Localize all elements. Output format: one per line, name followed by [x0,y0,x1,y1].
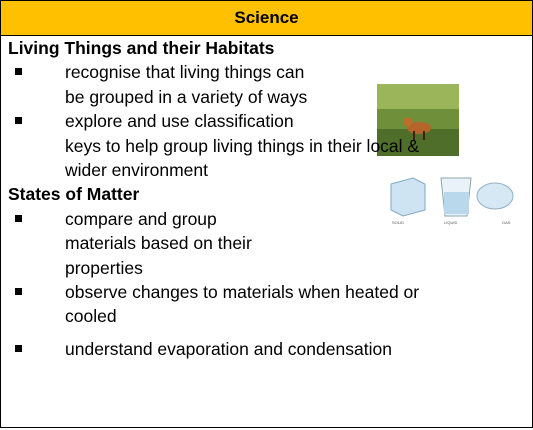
bullet-text: be grouped in a variety of ways [65,85,307,109]
bullet [15,288,22,295]
matter-label: SOLID [392,220,404,225]
bullet-text: cooled [65,304,117,328]
header: Science [1,1,532,36]
bullet-text: understand evaporation and condensation [65,337,392,361]
bullet-text: materials based on their [65,231,252,255]
bullet [15,215,22,222]
bullet-text: keys to help group living things in thei… [65,134,419,158]
page: Science Living Things and their Habitats… [0,0,533,430]
bullet-text: explore and use classification [65,109,294,133]
matter-label: GAS [502,220,510,225]
section-heading: States of Matter [8,182,139,206]
bullet-text: recognise that living things can [65,60,304,84]
bullet-text: properties [65,256,143,280]
section-heading: Living Things and their Habitats [8,36,274,60]
bullet-text: wider environment [65,158,208,182]
bullet-text: compare and group [65,207,217,231]
bullet-text: observe changes to materials when heated… [65,280,419,304]
bullet [15,345,22,352]
matter-label: LIQUID [444,220,457,225]
bullet [15,68,22,75]
bullet [15,117,22,124]
